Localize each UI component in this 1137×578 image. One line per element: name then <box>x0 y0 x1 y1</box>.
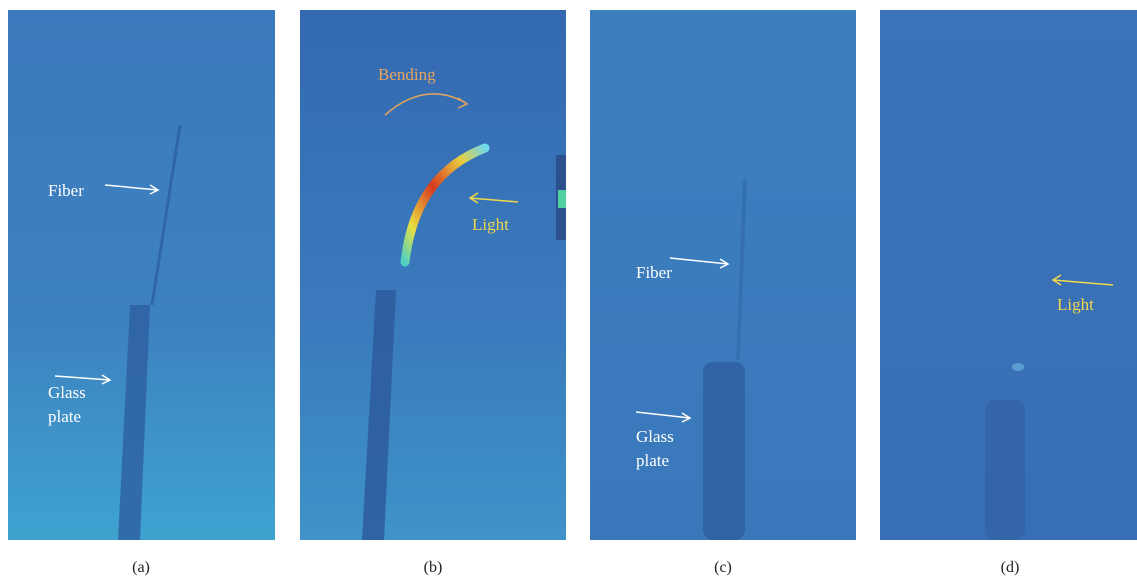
panel-c: Fiber Glass plate (c) <box>590 10 856 576</box>
panel-a: Fiber Glass plate (a) <box>8 10 275 576</box>
figure: Fiber Glass plate (a) Bending Light (b) … <box>0 0 1137 578</box>
glass-plate <box>985 400 1025 540</box>
label: Fiber <box>636 263 672 282</box>
spot <box>1012 363 1024 371</box>
label: Bending <box>378 65 436 84</box>
label: Glass <box>48 383 86 402</box>
caption: (a) <box>132 559 150 576</box>
image <box>300 10 566 540</box>
label: Glass <box>636 427 674 446</box>
label: Light <box>472 215 509 234</box>
glass-plate <box>703 362 745 540</box>
panel-d: Light (d) <box>880 10 1137 576</box>
caption: (b) <box>424 559 443 576</box>
label: plate <box>48 407 81 426</box>
label: Light <box>1057 295 1094 314</box>
label: Fiber <box>48 181 84 200</box>
caption: (c) <box>714 559 732 576</box>
caption: (d) <box>1001 559 1020 576</box>
panel-b: Bending Light (b) <box>300 10 566 576</box>
label: plate <box>636 451 669 470</box>
page: {"panels": [ {"caption": "(a)", "labels"… <box>0 0 1137 578</box>
spot <box>558 190 566 208</box>
